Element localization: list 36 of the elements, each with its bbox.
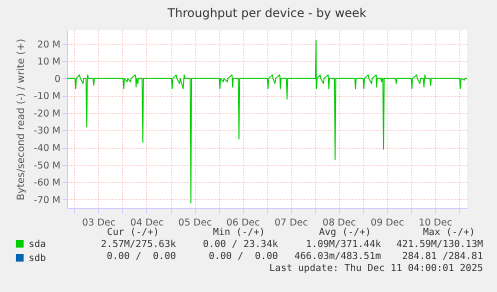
y-tick-label: -40 M	[34, 143, 60, 154]
text: 0.00 / 0.00	[208, 251, 278, 262]
chart-title: Throughput per device - by week	[166, 6, 366, 20]
y-tick-label: -20 M	[34, 108, 60, 120]
text: 0.00 / 0.00	[106, 251, 176, 262]
y-tick-label: 20 M	[37, 39, 60, 50]
y-tick-label: -10 M	[34, 91, 60, 102]
x-tick-label: 04 Dec	[130, 218, 164, 228]
legend-label: sda	[28, 238, 46, 250]
x-tick-label: 03 Dec	[82, 218, 116, 228]
y-tick-label: -50 M	[34, 160, 60, 172]
legend-label: sdb	[28, 252, 46, 264]
text: Last update: Thu Dec 11 04:00:01 2025	[269, 263, 483, 274]
y-axis-title: Bytes/second read (-) / write (+)	[16, 38, 27, 200]
x-tick-label: 08 Dec	[322, 218, 356, 228]
text: 284.81 /284.81	[402, 251, 483, 262]
y-tick-label: 10 M	[37, 56, 60, 68]
text: Min (-/+)	[213, 227, 265, 238]
text: Max (-/+)	[423, 227, 475, 238]
text: 1.09M/371.44k	[306, 239, 381, 250]
text: 466.03m/483.51m	[294, 251, 381, 262]
x-tick-label: 06 Dec	[226, 218, 260, 228]
x-tick-label: 07 Dec	[274, 218, 308, 228]
text: Cur (-/+)	[107, 227, 159, 238]
x-tick-label: 05 Dec	[178, 218, 212, 228]
x-tick-label: 09 Dec	[370, 218, 404, 228]
y-tick-label: -70 M	[34, 194, 60, 206]
y-tick-label: -30 M	[34, 126, 60, 137]
x-tick-label: 10 Dec	[418, 218, 452, 228]
text: 2.57M/275.63k	[100, 239, 176, 250]
line-series	[67, 40, 467, 204]
y-tick-label: 0	[54, 74, 60, 85]
text: 421.59M/130.13M	[396, 239, 483, 250]
text: 0.00 / 23.34k	[202, 239, 278, 250]
text: Avg (-/+)	[319, 227, 371, 238]
y-tick-label: -60 M	[34, 178, 60, 189]
